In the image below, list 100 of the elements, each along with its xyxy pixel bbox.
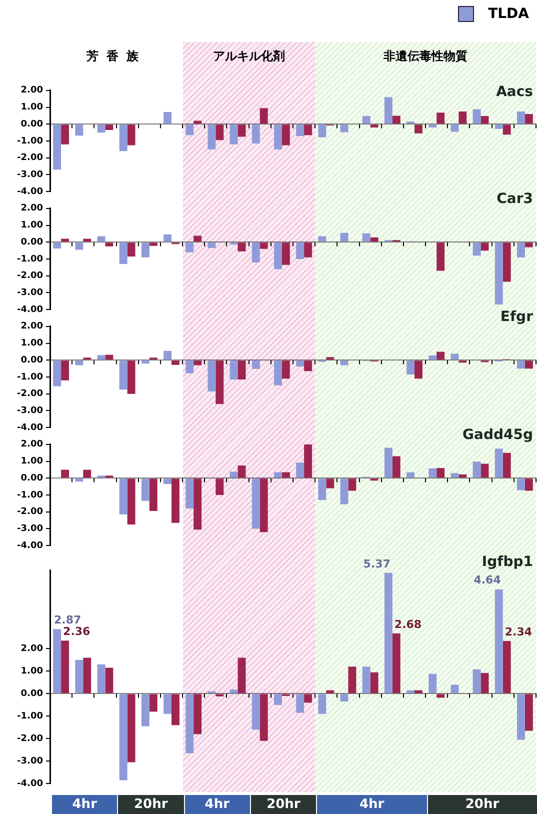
data-label: 2.34 (504, 625, 532, 638)
data-label: 5.37 (363, 557, 390, 570)
bar (172, 360, 180, 365)
bar (340, 232, 348, 242)
bar (164, 478, 172, 484)
bar (524, 694, 533, 731)
bar (450, 684, 459, 694)
y-tick-label: -1.00 (17, 136, 43, 146)
bar (384, 448, 392, 478)
bar (296, 124, 304, 136)
bar (494, 448, 503, 478)
bar (406, 360, 414, 374)
bar (105, 124, 114, 130)
bar (208, 360, 216, 392)
bar (458, 474, 467, 478)
bar (186, 242, 194, 252)
bar (428, 468, 437, 478)
bar (524, 114, 533, 124)
bar (53, 242, 62, 249)
bar (502, 641, 511, 694)
bar (127, 478, 136, 525)
y-tick-label: 0.00 (20, 237, 43, 248)
y-tick-label: 0.00 (20, 473, 43, 484)
bar (450, 354, 459, 360)
bar (75, 360, 84, 366)
y-tick-label: -1.00 (17, 490, 43, 500)
bar (296, 694, 304, 713)
bar (428, 355, 437, 360)
bar (436, 468, 445, 478)
bar (260, 242, 268, 249)
bar (282, 242, 290, 265)
bar (75, 660, 84, 694)
bar (186, 478, 194, 508)
bar (502, 452, 511, 478)
y-tick-label: -2.00 (17, 271, 43, 282)
bar (230, 690, 238, 694)
bar (480, 116, 489, 124)
y-tick-label: 2.00 (20, 322, 43, 332)
bar (340, 478, 348, 504)
y-tick-label: 1.00 (20, 220, 43, 231)
y-tick-label: -4.00 (17, 778, 43, 789)
data-label: 2.87 (54, 613, 82, 626)
bar (406, 472, 414, 478)
text: 芳香族 (85, 48, 148, 65)
bar (119, 242, 128, 264)
bar (450, 473, 459, 478)
y-tick-label: 1.00 (20, 102, 43, 113)
y-tick-label: -2.00 (17, 153, 43, 164)
bar (127, 694, 136, 762)
bar (127, 242, 136, 256)
bar (517, 360, 525, 369)
bar (296, 462, 304, 478)
bar (436, 112, 445, 124)
time-strip: 4hr (184, 795, 250, 814)
y-tick-label: -3.00 (17, 170, 43, 180)
bar (282, 360, 290, 379)
bar (164, 112, 172, 124)
bar (141, 360, 150, 364)
bar (436, 352, 445, 360)
bar (186, 694, 194, 754)
bar (340, 124, 348, 132)
bar (304, 360, 312, 372)
data-label: 2.36 (63, 624, 91, 638)
y-tick-label: 0.00 (20, 355, 43, 366)
bar (362, 233, 370, 242)
y-tick-label: 1.00 (20, 456, 43, 467)
y-tick-label: -2.00 (17, 389, 43, 400)
bar (53, 124, 62, 170)
time-strip: 20hr (250, 795, 316, 814)
time-strip: 4hr (52, 795, 118, 814)
bar (252, 124, 260, 144)
bar (97, 124, 106, 133)
bar (370, 672, 378, 694)
bar (230, 472, 238, 478)
bar (494, 589, 503, 694)
bar (119, 124, 128, 152)
bar (105, 668, 114, 694)
bar (340, 360, 348, 366)
bar (172, 478, 180, 523)
y-tick-label: 1.00 (20, 338, 43, 349)
bar (517, 478, 525, 490)
bar (119, 478, 128, 514)
y-tick-label: -4.00 (17, 304, 43, 315)
data-label: 2.68 (394, 618, 422, 631)
bar (296, 360, 304, 367)
bar (318, 478, 326, 500)
y-tick-label: -2.00 (17, 734, 43, 744)
bar (149, 242, 158, 246)
y-tick-label: 0.00 (20, 689, 43, 700)
bar (472, 109, 481, 124)
bar (194, 360, 202, 366)
bar (458, 111, 467, 124)
bar (61, 640, 69, 694)
bar (149, 478, 158, 512)
bar (252, 478, 260, 529)
bar (274, 124, 282, 150)
bar (274, 360, 282, 386)
bar (238, 465, 246, 478)
data-label: 4.64 (474, 574, 502, 587)
bar (61, 360, 69, 380)
